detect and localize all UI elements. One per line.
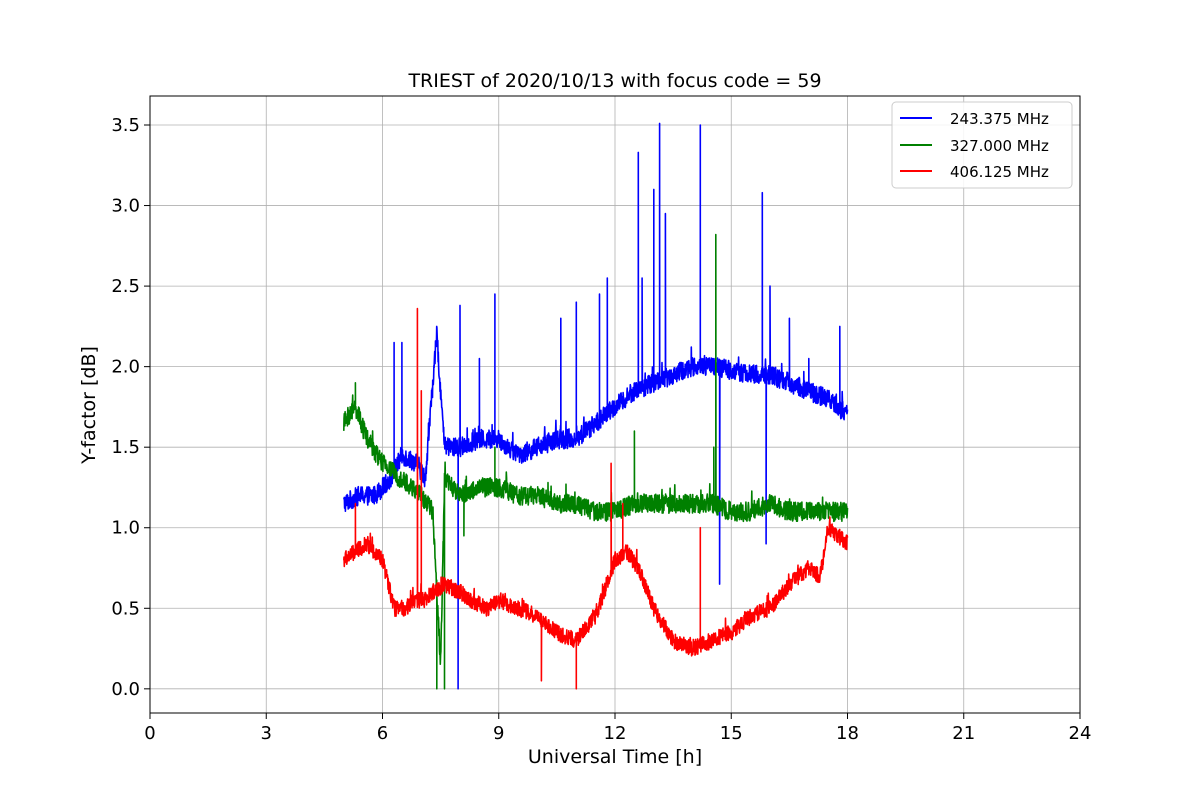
x-tick-label: 0	[144, 723, 155, 744]
y-tick-label: 3.5	[111, 115, 140, 136]
series-line-0	[343, 122, 849, 690]
legend-label-327: 327.000 MHz	[950, 137, 1049, 155]
x-tick-label: 3	[261, 723, 272, 744]
x-tick-label: 15	[720, 723, 743, 744]
y-tick-label: 1.0	[111, 518, 140, 539]
y-axis-label: Y-factor [dB]	[78, 346, 100, 465]
x-axis-label: Universal Time [h]	[528, 746, 702, 768]
chart-title: TRIEST of 2020/10/13 with focus code = 5…	[407, 70, 821, 92]
y-tick-label: 2.0	[111, 357, 140, 378]
x-tick-label: 6	[377, 723, 388, 744]
legend-label-406: 406.125 MHz	[950, 163, 1049, 181]
x-tick-label: 21	[952, 723, 975, 744]
y-tick-label: 2.5	[111, 276, 140, 297]
series-line-2	[343, 307, 849, 690]
legend-label-243: 243.375 MHz	[950, 110, 1049, 128]
y-tick-label: 3.0	[111, 196, 140, 217]
x-tick-label: 24	[1069, 723, 1092, 744]
y-tick-label: 0.0	[111, 679, 140, 700]
x-tick-label: 12	[604, 723, 627, 744]
series-group	[343, 122, 849, 690]
series-line-1	[343, 233, 849, 690]
y-tick-label: 0.5	[111, 598, 140, 619]
x-tick-label: 18	[836, 723, 859, 744]
y-tick-label: 1.5	[111, 437, 140, 458]
x-tick-label: 9	[493, 723, 504, 744]
legend-box	[891, 101, 1073, 189]
legend: 243.375 MHz 327.000 MHz 406.125 MHz	[891, 101, 1073, 189]
ticks: 0 3 6 9 12 15 18 21 24 0.0 0.5 1.0 1.5 2.0 2.5 3.0 3.5	[111, 115, 1091, 744]
